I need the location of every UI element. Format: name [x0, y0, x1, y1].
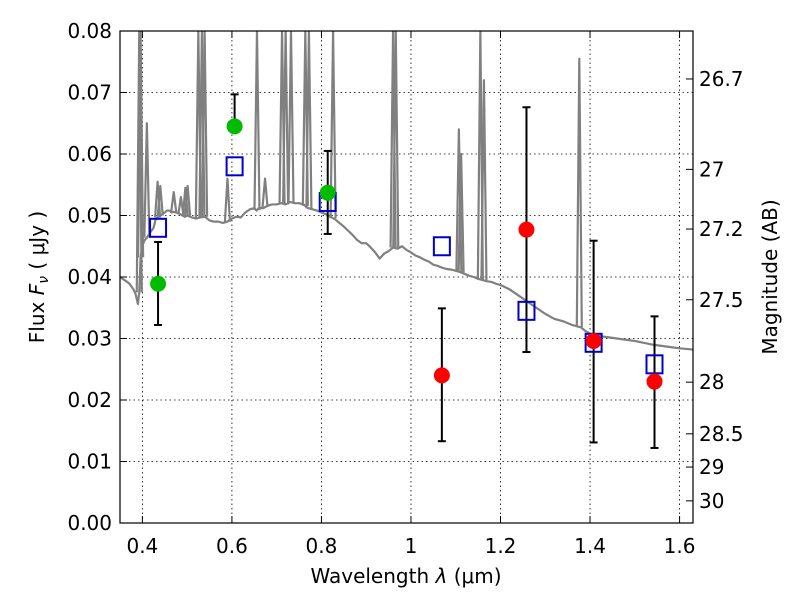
y2-tick-label: 29 — [699, 455, 724, 479]
nondetection-point — [518, 221, 535, 238]
x-tick-label: 1.4 — [574, 534, 606, 558]
y2-tick-label: 28 — [699, 370, 724, 394]
y2-tick-label: 27.5 — [699, 288, 744, 312]
axis-ticks — [120, 30, 693, 524]
emission-line — [480, 79, 488, 281]
model-photometry-square — [432, 236, 451, 257]
emission-line — [201, 31, 209, 217]
observation-markers — [150, 118, 663, 390]
y-tick-labels: 0.00 0.01 0.02 0.03 0.04 0.05 0.06 0.07 0.08 — [67, 19, 112, 535]
y2-axis-title: Magnitude (AB) — [758, 199, 782, 354]
detection-point — [319, 184, 336, 201]
y2-tick-label: 30 — [699, 489, 724, 513]
model-spectrum-line — [120, 200, 693, 351]
emission-line — [575, 57, 583, 327]
x-tick-labels: 0.4 0.6 0.8 1 1.2 1.4 1.6 — [126, 534, 695, 558]
model-photometry-square — [149, 217, 168, 238]
y-tick-label: 0.04 — [67, 265, 112, 289]
y-tick-label: 0.08 — [67, 19, 112, 43]
y-tick-label: 0.06 — [67, 142, 112, 166]
detection-point — [226, 118, 243, 135]
y-axis-title: Flux Fν ( μJy ) — [25, 211, 52, 343]
emission-line — [184, 184, 192, 216]
y2-tick-label: 26.7 — [699, 67, 744, 91]
y-tick-label: 0.01 — [67, 450, 112, 474]
x-tick-label: 0.6 — [216, 534, 248, 558]
x-tick-label: 1.6 — [664, 534, 696, 558]
x-tick-label: 1.2 — [485, 534, 517, 558]
y-tick-label: 0.02 — [67, 388, 112, 412]
y2-tick-label: 28.5 — [699, 422, 744, 446]
model-photometry-square — [225, 156, 244, 177]
y-tick-label: 0.07 — [67, 81, 112, 105]
emission-line — [170, 191, 178, 212]
y2-tick-labels: 26.7 27 27.2 27.5 28 28.5 29 30 — [699, 67, 744, 513]
emission-line — [305, 31, 313, 209]
emission-line — [282, 31, 290, 205]
x-tick-label: 0.4 — [126, 534, 158, 558]
y-tick-label: 0.03 — [67, 327, 112, 351]
emission-line — [136, 31, 145, 258]
y-tick-label: 0.05 — [67, 204, 112, 228]
nondetection-point — [433, 367, 450, 384]
y-tick-label: 0.00 — [67, 511, 112, 535]
emission-line — [156, 184, 164, 216]
emission-line — [261, 177, 269, 208]
nondetection-point — [585, 332, 602, 349]
x-tick-label: 1 — [405, 534, 418, 558]
emission-line — [223, 177, 232, 222]
nondetection-point — [646, 373, 663, 390]
emission-line — [329, 31, 337, 219]
y2-tick-label: 27.2 — [699, 217, 744, 241]
emission-line — [287, 31, 295, 203]
emission-line — [457, 152, 465, 273]
detection-point — [150, 275, 167, 292]
plot-area — [120, 31, 693, 449]
emission-line — [253, 31, 261, 211]
y2-tick-label: 27 — [699, 157, 724, 181]
emission-line — [392, 31, 400, 249]
emission-line — [181, 186, 189, 217]
model-photometry-markers — [149, 156, 664, 375]
model-photometry-square — [517, 300, 536, 321]
emission-lines — [135, 31, 583, 327]
emission-line — [143, 122, 151, 238]
x-tick-label: 0.8 — [306, 534, 338, 558]
model-photometry-square — [645, 354, 664, 375]
x-axis-title: Wavelength λ (μm) — [310, 564, 501, 588]
